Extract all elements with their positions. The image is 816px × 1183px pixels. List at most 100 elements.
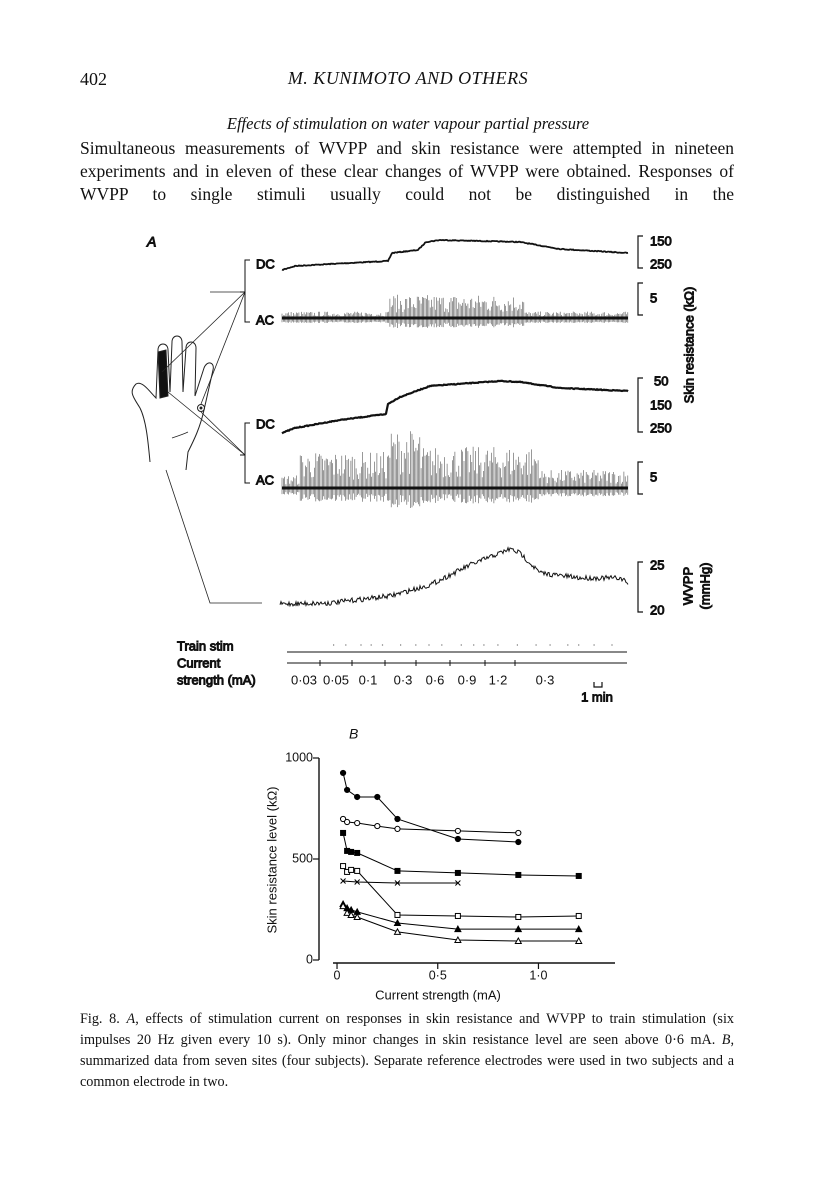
brace [240,259,250,484]
x-axis-label: Current strength (mA) [375,987,501,1002]
current-label: strength (mA) [177,672,256,687]
point [394,815,401,823]
caption-text: A [126,1011,136,1027]
y-tick-label: 500 [292,851,313,865]
paragraph: Simultaneous measurements of WVPP and sk… [80,138,734,204]
point [340,829,347,836]
scale-label: 250 [650,420,672,435]
point [339,902,347,910]
point [348,848,355,855]
point [454,925,462,933]
trace [281,379,629,435]
y-tick-label: 1000 [285,750,313,764]
current-value: 0·05 [323,672,349,687]
point [394,911,401,918]
point [575,872,582,879]
scale-label: 150 [650,397,672,412]
point [354,879,361,885]
point [374,793,381,801]
point [339,815,347,823]
point [354,819,361,827]
point [574,936,583,945]
scale-label: 25 [650,557,664,572]
point [339,769,347,777]
scale-label: 250 [650,256,672,271]
axis-label: WVPP [680,567,695,605]
point [393,918,402,927]
point [515,871,522,878]
series-line [342,905,579,942]
point [394,825,401,833]
point [575,912,582,919]
point [454,827,461,835]
axis-label: (mmHg) [697,563,712,610]
point [353,912,362,920]
traces [279,238,629,666]
axis-label: Skin resistance (kΩ) [681,287,696,404]
scale-label: 50 [654,373,668,388]
scale-label: 20 [650,602,664,617]
current-label: Current [177,655,221,670]
x-tick-label: 1·0 [529,968,547,982]
caption-text: Fig. 8. [80,1011,127,1027]
series-line [343,880,458,884]
point [515,829,522,837]
point [514,936,523,945]
current-value: 0·9 [458,672,477,687]
y-axis-label: Skin resistance level (kΩ) [264,787,279,934]
point [394,867,401,874]
trace [281,238,629,272]
y-tick-label: 0 [306,952,313,966]
point [344,818,351,826]
point [515,913,522,920]
section-title: Effects of stimulation on water vapour p… [226,114,590,133]
series-line [342,818,519,834]
point [340,878,346,884]
train-stim-label: Train stim [177,638,234,653]
panel-label: B [349,726,358,742]
point [344,786,351,794]
scale-label: 5 [650,290,657,305]
point [394,880,401,886]
ac-label: AC [256,312,274,327]
point [454,912,461,919]
series-line [342,865,579,918]
trace [279,546,629,608]
point [347,910,355,918]
running-title: M. KUNIMOTO AND OTHERS [287,68,529,88]
point [514,925,523,933]
current-value: 0·03 [291,672,317,687]
point [574,925,583,933]
stim-lines [287,651,627,664]
point [454,869,461,876]
point [354,793,361,801]
point [454,835,461,843]
time-scale: 1 min [581,689,613,704]
x-tick-label: 0·5 [429,968,447,982]
point [354,849,361,856]
scale-bracket [593,235,643,688]
dc-label: DC [256,256,275,271]
x-tick-label: 0 [334,968,341,982]
point [374,822,381,830]
hand-illustration [131,335,214,471]
current-value: 1·2 [489,672,508,687]
current-values: 0·03 0·05 0·1 0·3 0·6 0·9 1·2 0·3 [291,672,554,687]
point [343,908,351,916]
point [515,838,522,846]
current-value: 0·1 [359,672,378,687]
panel-label: A [146,234,156,250]
scale-label: 5 [650,469,657,484]
dc-label: DC [256,416,275,431]
scale-label: 150 [650,233,672,248]
point [340,863,347,870]
point [393,927,402,935]
current-value: 0·3 [394,672,413,687]
caption: Fig. 8. A, effects of stimulation curren… [80,1009,734,1093]
point [354,867,361,874]
current-value: 0·6 [426,672,445,687]
caption-text: , effects of stimulation current on resp… [80,1011,734,1048]
point [455,880,461,886]
